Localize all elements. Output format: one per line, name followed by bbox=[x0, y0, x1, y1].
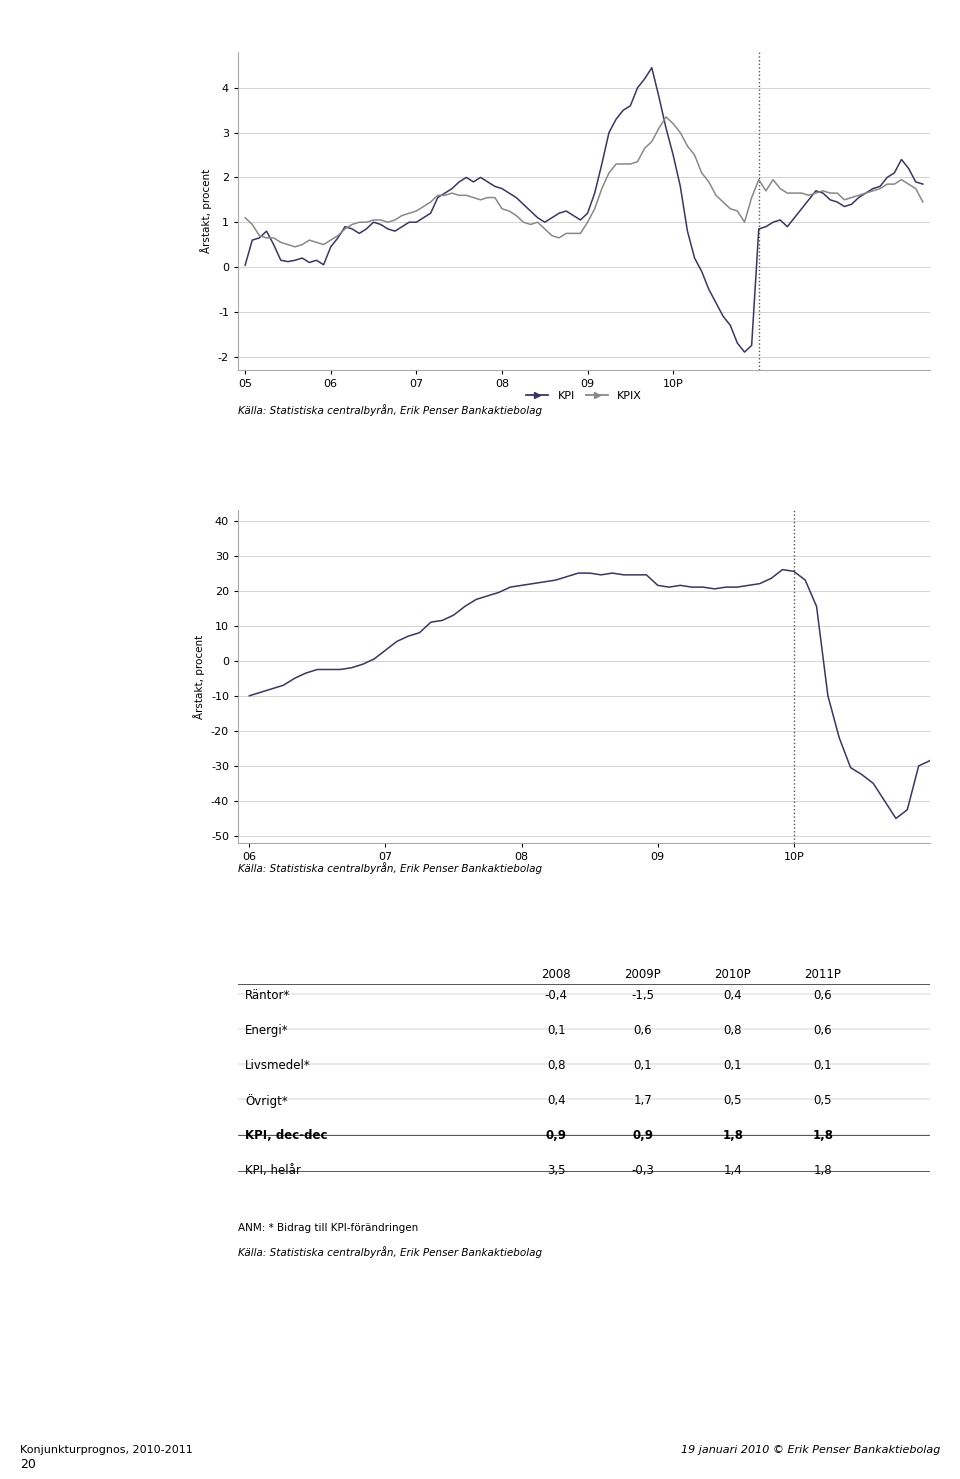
Text: 0,1: 0,1 bbox=[547, 1023, 565, 1037]
Text: 1,4: 1,4 bbox=[724, 1164, 742, 1177]
Text: -0,4: -0,4 bbox=[545, 989, 567, 1001]
Text: 2008: 2008 bbox=[541, 969, 571, 981]
Text: KPI, helår: KPI, helår bbox=[245, 1164, 300, 1177]
Y-axis label: Årstakt, procent: Årstakt, procent bbox=[201, 169, 212, 253]
Text: 0,4: 0,4 bbox=[724, 989, 742, 1001]
Text: 0,5: 0,5 bbox=[724, 1094, 742, 1108]
Text: 1,7: 1,7 bbox=[634, 1094, 652, 1108]
Text: 0,9: 0,9 bbox=[546, 1130, 566, 1142]
Text: 0,8: 0,8 bbox=[724, 1023, 742, 1037]
Text: 1,8: 1,8 bbox=[812, 1130, 833, 1142]
Text: Diagram 21 – Sverige: KPI och KPIX, Januari 2005 – December 2010: Diagram 21 – Sverige: KPI och KPIX, Janu… bbox=[247, 16, 691, 30]
Text: 0,5: 0,5 bbox=[813, 1094, 832, 1108]
Text: 0,1: 0,1 bbox=[724, 1059, 742, 1072]
Text: 3,5: 3,5 bbox=[547, 1164, 565, 1177]
Text: Källa: Statistiska centralbyrån, Erik Penser Bankaktiebolag: Källa: Statistiska centralbyrån, Erik Pe… bbox=[238, 404, 542, 416]
Y-axis label: Årstakt, procent: Årstakt, procent bbox=[193, 634, 205, 719]
Text: 0,6: 0,6 bbox=[813, 1023, 832, 1037]
Text: Källa: Statistiska centralbyrån, Erik Penser Bankaktiebolag: Källa: Statistiska centralbyrån, Erik Pe… bbox=[238, 862, 542, 874]
Legend: KPI, KPIX: KPI, KPIX bbox=[522, 387, 646, 405]
Text: 2009P: 2009P bbox=[624, 969, 661, 981]
Text: Diagram 22 – Sverige: KPI Räntekostnader egnahem, Januari 2006 – December 2010: Diagram 22 – Sverige: KPI Räntekostnader… bbox=[247, 475, 804, 488]
Text: Räntor*: Räntor* bbox=[245, 989, 290, 1001]
Text: 0,9: 0,9 bbox=[633, 1130, 654, 1142]
Text: Tabell 8 – Sverige: KPI, 2008 – 2011, (procentuell förändring): Tabell 8 – Sverige: KPI, 2008 – 2011, (p… bbox=[247, 938, 651, 951]
Text: Källa: Statistiska centralbyrån, Erik Penser Bankaktiebolag: Källa: Statistiska centralbyrån, Erik Pe… bbox=[238, 1245, 542, 1259]
Text: 0,8: 0,8 bbox=[547, 1059, 565, 1072]
Text: 19 januari 2010 © Erik Penser Bankaktiebolag: 19 januari 2010 © Erik Penser Bankaktieb… bbox=[681, 1445, 940, 1455]
Text: 0,1: 0,1 bbox=[634, 1059, 652, 1072]
Text: Livsmedel*: Livsmedel* bbox=[245, 1059, 311, 1072]
Text: Energi*: Energi* bbox=[245, 1023, 289, 1037]
Text: Övrigt*: Övrigt* bbox=[245, 1094, 288, 1108]
Text: -1,5: -1,5 bbox=[632, 989, 655, 1001]
Text: 0,6: 0,6 bbox=[634, 1023, 652, 1037]
Text: 1,8: 1,8 bbox=[813, 1164, 832, 1177]
Text: -0,3: -0,3 bbox=[632, 1164, 655, 1177]
Text: 20: 20 bbox=[20, 1458, 36, 1472]
Text: 2011P: 2011P bbox=[804, 969, 841, 981]
Text: Konjunkturprognos, 2010-2011: Konjunkturprognos, 2010-2011 bbox=[20, 1445, 193, 1455]
Text: 0,1: 0,1 bbox=[813, 1059, 832, 1072]
Text: ANM: * Bidrag till KPI-förändringen: ANM: * Bidrag till KPI-förändringen bbox=[238, 1223, 419, 1233]
Text: 0,6: 0,6 bbox=[813, 989, 832, 1001]
Text: 0,4: 0,4 bbox=[547, 1094, 565, 1108]
Text: KPI, dec-dec: KPI, dec-dec bbox=[245, 1130, 327, 1142]
Text: 2010P: 2010P bbox=[714, 969, 751, 981]
Text: 1,8: 1,8 bbox=[722, 1130, 743, 1142]
